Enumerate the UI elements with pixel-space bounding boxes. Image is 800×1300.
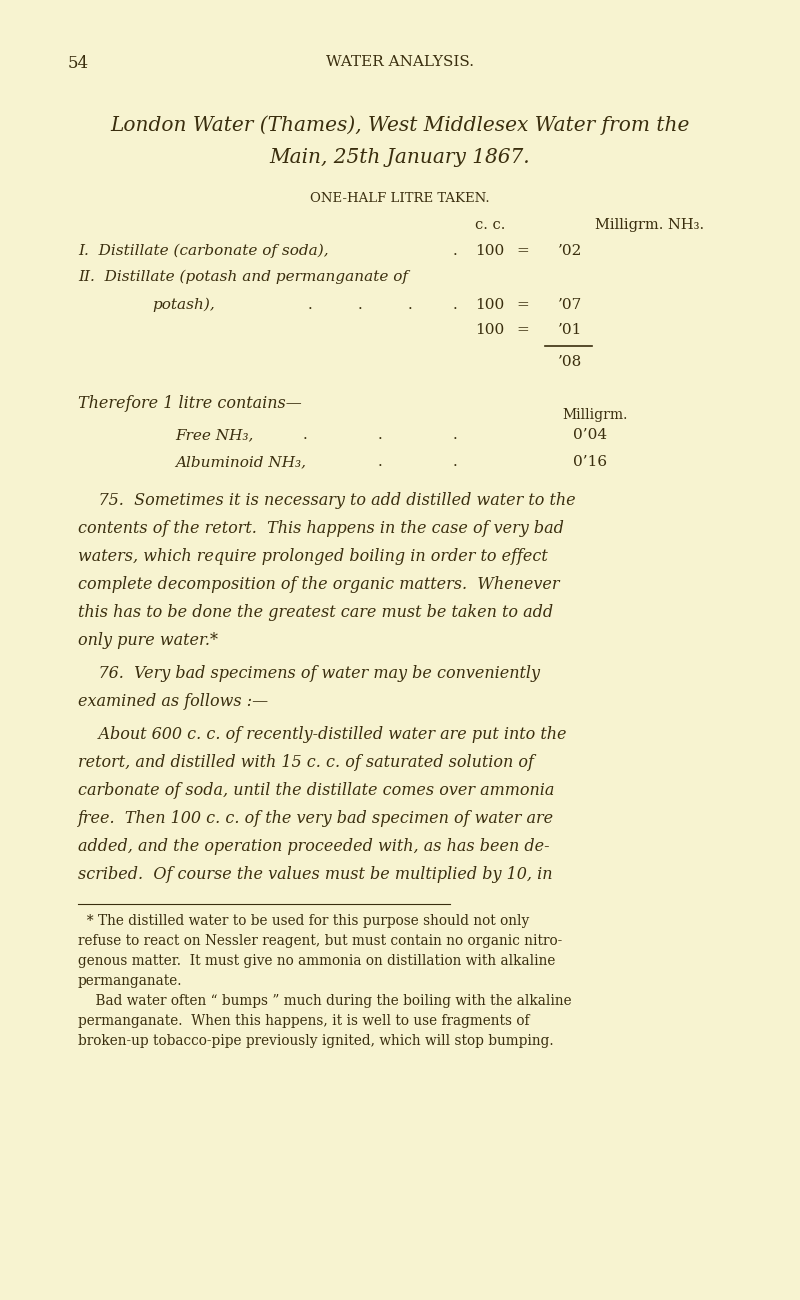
Text: =: =: [517, 322, 530, 337]
Text: ’01: ’01: [558, 322, 582, 337]
Text: Main, 25th January 1867.: Main, 25th January 1867.: [270, 148, 530, 166]
Text: 75.  Sometimes it is necessary to add distilled water to the: 75. Sometimes it is necessary to add dis…: [78, 491, 576, 510]
Text: broken-up tobacco-pipe previously ignited, which will stop bumping.: broken-up tobacco-pipe previously ignite…: [78, 1034, 554, 1048]
Text: ’08: ’08: [558, 355, 582, 369]
Text: waters, which require prolonged boiling in order to effect: waters, which require prolonged boiling …: [78, 549, 548, 566]
Text: 100: 100: [475, 298, 505, 312]
Text: .: .: [408, 298, 412, 312]
Text: complete decomposition of the organic matters.  Whenever: complete decomposition of the organic ma…: [78, 576, 559, 593]
Text: 100: 100: [475, 322, 505, 337]
Text: =: =: [517, 298, 530, 312]
Text: 54: 54: [68, 55, 89, 72]
Text: .: .: [378, 455, 382, 469]
Text: I.  Distillate (carbonate of soda),: I. Distillate (carbonate of soda),: [78, 244, 329, 259]
Text: II.  Distillate (potash and permanganate of: II. Distillate (potash and permanganate …: [78, 270, 408, 285]
Text: Free NH₃,: Free NH₃,: [175, 428, 254, 442]
Text: permanganate.: permanganate.: [78, 974, 182, 988]
Text: ONE-HALF LITRE TAKEN.: ONE-HALF LITRE TAKEN.: [310, 192, 490, 205]
Text: .: .: [302, 428, 307, 442]
Text: Therefore 1 litre contains—: Therefore 1 litre contains—: [78, 395, 302, 412]
Text: contents of the retort.  This happens in the case of very bad: contents of the retort. This happens in …: [78, 520, 564, 537]
Text: retort, and distilled with 15 c. c. of saturated solution of: retort, and distilled with 15 c. c. of s…: [78, 754, 534, 771]
Text: scribed.  Of course the values must be multiplied by 10, in: scribed. Of course the values must be mu…: [78, 866, 553, 883]
Text: ’07: ’07: [558, 298, 582, 312]
Text: .: .: [308, 298, 312, 312]
Text: permanganate.  When this happens, it is well to use fragments of: permanganate. When this happens, it is w…: [78, 1014, 530, 1028]
Text: Milligrm.: Milligrm.: [562, 408, 628, 422]
Text: refuse to react on Nessler reagent, but must contain no organic nitro-: refuse to react on Nessler reagent, but …: [78, 933, 562, 948]
Text: London Water (Thames), West Middlesex Water from the: London Water (Thames), West Middlesex Wa…: [110, 114, 690, 135]
Text: Milligrm. NH₃.: Milligrm. NH₃.: [595, 218, 704, 231]
Text: About 600 c. c. of recently-distilled water are put into the: About 600 c. c. of recently-distilled wa…: [78, 725, 566, 744]
Text: this has to be done the greatest care must be taken to add: this has to be done the greatest care mu…: [78, 604, 553, 621]
Text: .: .: [453, 455, 458, 469]
Text: 76.  Very bad specimens of water may be conveniently: 76. Very bad specimens of water may be c…: [78, 666, 540, 682]
Text: Bad water often “ bumps ” much during the boiling with the alkaline: Bad water often “ bumps ” much during th…: [78, 994, 572, 1008]
Text: Albuminoid NH₃,: Albuminoid NH₃,: [175, 455, 306, 469]
Text: =: =: [517, 244, 530, 257]
Text: WATER ANALYSIS.: WATER ANALYSIS.: [326, 55, 474, 69]
Text: 0’04: 0’04: [573, 428, 607, 442]
Text: potash),: potash),: [152, 298, 214, 312]
Text: ’02: ’02: [558, 244, 582, 257]
Text: examined as follows :—: examined as follows :—: [78, 693, 268, 710]
Text: added, and the operation proceeded with, as has been de-: added, and the operation proceeded with,…: [78, 838, 550, 855]
Text: .: .: [453, 298, 458, 312]
Text: genous matter.  It must give no ammonia on distillation with alkaline: genous matter. It must give no ammonia o…: [78, 954, 555, 968]
Text: * The distilled water to be used for this purpose should not only: * The distilled water to be used for thi…: [78, 914, 530, 928]
Text: .: .: [453, 244, 458, 257]
Text: .: .: [358, 298, 362, 312]
Text: .: .: [378, 428, 382, 442]
Text: c. c.: c. c.: [475, 218, 505, 231]
Text: carbonate of soda, until the distillate comes over ammonia: carbonate of soda, until the distillate …: [78, 783, 554, 800]
Text: free.  Then 100 c. c. of the very bad specimen of water are: free. Then 100 c. c. of the very bad spe…: [78, 810, 554, 827]
Text: .: .: [453, 428, 458, 442]
Text: 100: 100: [475, 244, 505, 257]
Text: only pure water.*: only pure water.*: [78, 632, 218, 649]
Text: 0’16: 0’16: [573, 455, 607, 469]
